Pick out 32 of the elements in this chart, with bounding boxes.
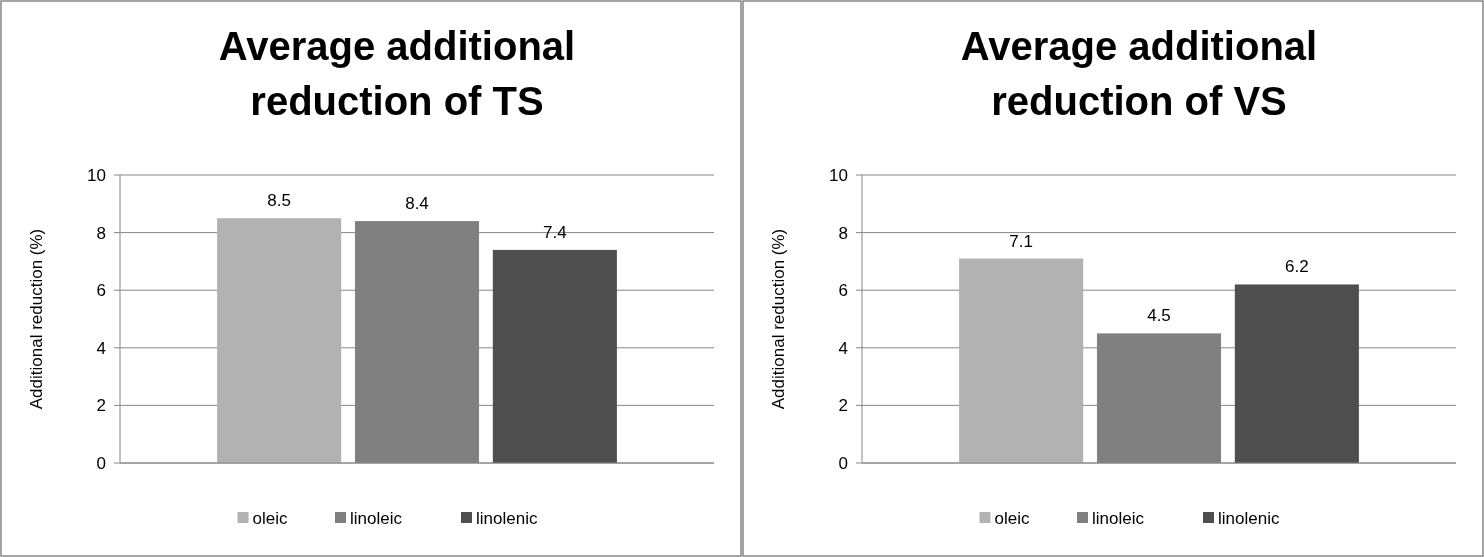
y-tick-label: 4	[838, 338, 848, 358]
y-tick-label: 4	[96, 338, 106, 358]
chart-title: Average additional reduction of VS	[960, 24, 1318, 123]
y-tick-label: 2	[96, 396, 106, 416]
y-tick-label: 6	[838, 281, 848, 301]
y-tick-label: 8	[96, 223, 106, 243]
legend-label: linolenic	[476, 508, 538, 528]
y-tick-label: 0	[96, 453, 106, 473]
data-label: 8.4	[405, 194, 429, 214]
data-label: 6.2	[1285, 257, 1309, 277]
legend-label: linoleic	[1092, 508, 1145, 528]
y-tick-label: 10	[87, 165, 106, 185]
y-axis-title: Additional reduction (%)	[27, 228, 46, 410]
bar	[959, 258, 1084, 463]
data-label: 7.4	[543, 222, 567, 242]
y-axis-title: Additional reduction (%)	[769, 228, 788, 410]
chart-title: Average additional reduction of TS	[218, 24, 576, 123]
bar	[217, 218, 342, 463]
y-tick-label: 2	[838, 396, 848, 416]
y-tick-label: 8	[838, 223, 848, 243]
bar	[1234, 284, 1359, 463]
legend-label: oleic	[994, 508, 1030, 528]
bar	[492, 249, 617, 463]
data-label: 7.1	[1009, 231, 1033, 251]
data-label: 8.5	[267, 191, 291, 211]
data-label: 4.5	[1147, 306, 1171, 326]
legend-label: oleic	[252, 508, 288, 528]
legend-label: linoleic	[350, 508, 403, 528]
legend-label: linolenic	[1218, 508, 1280, 528]
y-tick-label: 0	[838, 453, 848, 473]
y-tick-label: 6	[96, 281, 106, 301]
y-tick-label: 10	[829, 165, 848, 185]
